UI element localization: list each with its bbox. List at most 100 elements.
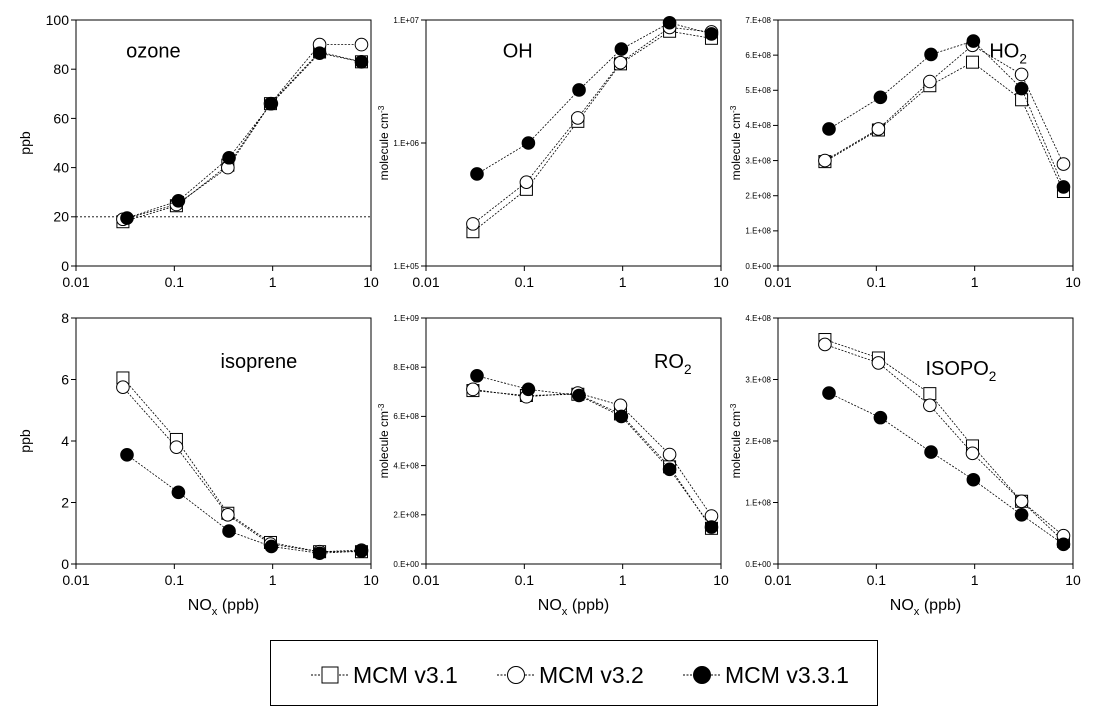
legend-entry: MCM v3.2 bbox=[497, 662, 644, 688]
data-point bbox=[822, 122, 836, 136]
data-point bbox=[1014, 67, 1029, 82]
data-point bbox=[923, 387, 937, 401]
y-tick-label: 20 bbox=[53, 209, 69, 225]
data-point bbox=[1056, 157, 1071, 171]
y-tick-label: 0.E+00 bbox=[745, 262, 771, 271]
data-point bbox=[222, 150, 236, 165]
x-tick-label: 10 bbox=[363, 572, 379, 588]
data-point bbox=[704, 520, 719, 534]
x-tick-label: 0.1 bbox=[867, 274, 887, 290]
data-point bbox=[221, 508, 235, 522]
x-axis-label: NOx (ppb) bbox=[538, 597, 609, 618]
data-point bbox=[662, 462, 677, 477]
data-point bbox=[120, 448, 134, 462]
series-line bbox=[476, 375, 712, 528]
data-point bbox=[965, 446, 980, 461]
series-line bbox=[824, 61, 1064, 192]
x-tick-label: 0.1 bbox=[165, 572, 185, 588]
series-mcm-v3-3-1 bbox=[470, 15, 719, 181]
data-point bbox=[923, 398, 937, 413]
x-tick-label: 1 bbox=[269, 274, 277, 290]
y-tick-label: 2.E+08 bbox=[393, 511, 419, 520]
y-axis-label: molecule cm-3 bbox=[376, 403, 391, 478]
data-point bbox=[871, 356, 886, 370]
series-mcm-v3-2 bbox=[116, 37, 369, 227]
series-mcm-v3-1 bbox=[116, 371, 368, 559]
data-point bbox=[818, 153, 832, 168]
y-tick-label: 1.E+05 bbox=[393, 262, 419, 271]
y-tick-label: 4.E+08 bbox=[745, 314, 771, 323]
panel-isoprene: 0.01 0.1 1 10 0 2 4 6 8 ppb NOx (ppb) isoprene bbox=[17, 310, 379, 618]
y-axis-label: ppb bbox=[17, 429, 33, 453]
y-tick-label: 5.E+08 bbox=[745, 86, 771, 95]
y-tick-label: 4.E+08 bbox=[393, 461, 419, 470]
x-axis-label: NOx (ppb) bbox=[890, 597, 961, 618]
data-point bbox=[924, 445, 938, 459]
x-tick-label: 0.01 bbox=[764, 572, 791, 588]
x-tick-label: 1 bbox=[619, 572, 627, 588]
legend-marker bbox=[321, 666, 339, 684]
series-line bbox=[824, 344, 1064, 537]
series-line bbox=[472, 27, 712, 225]
legend: MCM v3.1 MCM v3.2 MCM v3.3.1 bbox=[270, 640, 878, 706]
panel-ho2: 0.01 0.1 1 10 0.E+00 1.E+08 2.E+08 3.E+08 4.E+08… bbox=[728, 16, 1081, 290]
y-tick-label: 1.E+09 bbox=[393, 314, 419, 323]
data-point bbox=[924, 47, 938, 62]
data-point bbox=[312, 46, 327, 61]
y-tick-label: 8 bbox=[61, 310, 69, 326]
legend-entry: MCM v3.3.1 bbox=[683, 662, 849, 688]
series-line bbox=[828, 392, 1064, 545]
data-point bbox=[354, 55, 369, 69]
x-tick-label: 10 bbox=[713, 572, 729, 588]
series-line bbox=[472, 388, 712, 517]
x-tick-label: 0.01 bbox=[764, 274, 791, 290]
data-point bbox=[312, 546, 327, 561]
y-tick-label: 0 bbox=[61, 258, 69, 274]
y-tick-label: 1.E+08 bbox=[745, 227, 771, 236]
data-point bbox=[572, 388, 586, 403]
data-point bbox=[923, 74, 937, 89]
data-point bbox=[120, 211, 134, 225]
plot-frame bbox=[777, 19, 1074, 267]
data-point bbox=[662, 15, 677, 30]
data-point bbox=[470, 167, 484, 181]
series-mcm-v3-2 bbox=[818, 38, 1071, 171]
data-point bbox=[171, 194, 186, 208]
series-line bbox=[126, 454, 362, 554]
data-point bbox=[1014, 81, 1029, 96]
x-tick-label: 10 bbox=[1065, 572, 1081, 588]
series-mcm-v3-3-1 bbox=[120, 448, 369, 561]
plot-frame bbox=[425, 317, 722, 565]
series-line bbox=[476, 22, 712, 175]
x-tick-label: 0.01 bbox=[62, 274, 89, 290]
panel-oh: 0.01 0.1 1 10 1.E+05 1.E+06 1.E+07 molecule cm-… bbox=[376, 16, 729, 290]
data-point bbox=[354, 37, 369, 52]
data-point bbox=[572, 83, 586, 97]
data-point bbox=[966, 472, 981, 487]
legend-entry: MCM v3.1 bbox=[311, 662, 458, 688]
x-tick-label: 10 bbox=[363, 274, 379, 290]
series-mcm-v3-1 bbox=[466, 384, 718, 535]
x-tick-label: 10 bbox=[1065, 274, 1081, 290]
legend-svg: MCM v3.1 MCM v3.2 MCM v3.3.1 bbox=[311, 662, 849, 688]
x-tick-label: 0.1 bbox=[515, 572, 535, 588]
series-line bbox=[122, 386, 362, 553]
legend-marker bbox=[507, 666, 525, 684]
panel-title: HO2 bbox=[989, 41, 1027, 67]
data-point bbox=[519, 175, 534, 190]
panel-title: RO2 bbox=[654, 351, 692, 377]
series-mcm-v3-1 bbox=[818, 55, 1070, 198]
series-mcm-v3-3-1 bbox=[822, 386, 1071, 552]
data-point bbox=[818, 337, 832, 352]
data-point bbox=[871, 122, 886, 136]
data-point bbox=[354, 544, 369, 558]
data-point bbox=[614, 409, 629, 424]
plot-frame bbox=[777, 317, 1074, 565]
data-point bbox=[264, 96, 279, 111]
panel-isopo2: 0.01 0.1 1 10 0.E+00 1.E+08 2.E+08 3.E+08 4.E+08… bbox=[728, 314, 1081, 618]
y-tick-label: 6.E+08 bbox=[745, 51, 771, 60]
x-tick-label: 1 bbox=[971, 572, 979, 588]
data-point bbox=[1056, 537, 1071, 552]
series-mcm-v3-3-1 bbox=[120, 46, 369, 225]
y-tick-label: 0.E+00 bbox=[745, 560, 771, 569]
